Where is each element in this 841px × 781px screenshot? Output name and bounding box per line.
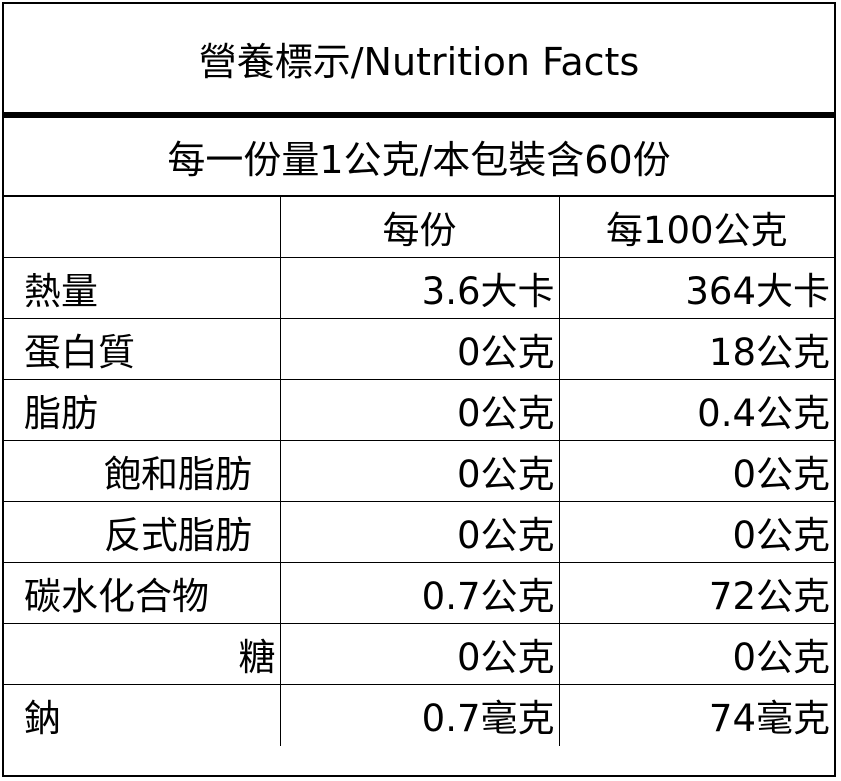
nutrient-name: 飽和脂肪 (4, 440, 281, 502)
value-per-100g: 74毫克 (558, 684, 834, 746)
table-row: 蛋白質 0公克 18公克 (4, 318, 834, 380)
table-row: 糖 0公克 0公克 (4, 623, 834, 685)
nutrient-name: 反式脂肪 (4, 501, 281, 563)
table-row: 脂肪 0公克 0.4公克 (4, 379, 834, 441)
nutrient-name: 熱量 (4, 257, 281, 319)
value-per-serving: 0公克 (279, 623, 560, 685)
nutrient-name: 碳水化合物 (4, 562, 281, 624)
header-per-serving: 每份 (279, 196, 560, 258)
table-row: 反式脂肪 0公克 0公克 (4, 501, 834, 563)
value-per-serving: 0.7公克 (279, 562, 560, 624)
table-row: 熱量 3.6大卡 364大卡 (4, 257, 834, 319)
value-per-100g: 364大卡 (558, 257, 834, 319)
value-per-serving: 0公克 (279, 379, 560, 441)
value-per-100g: 0公克 (558, 623, 834, 685)
label-title: 營養標示/Nutrition Facts (198, 39, 640, 84)
value-per-100g: 0.4公克 (558, 379, 834, 441)
nutrient-name: 鈉 (4, 684, 281, 746)
value-per-serving: 0公克 (279, 440, 560, 502)
value-per-100g: 18公克 (558, 318, 834, 380)
nutrition-table: 每份 每100公克 熱量 3.6大卡 364大卡 蛋白質 0公克 18公克 脂肪… (4, 196, 834, 746)
value-per-serving: 0公克 (279, 501, 560, 563)
nutrient-name: 糖 (4, 623, 281, 685)
table-row: 鈉 0.7毫克 74毫克 (4, 684, 834, 746)
table-row: 碳水化合物 0.7公克 72公克 (4, 562, 834, 624)
nutrient-name: 脂肪 (4, 379, 281, 441)
serving-info: 每一份量1公克/本包裝含60份 (4, 118, 834, 196)
nutrient-name: 蛋白質 (4, 318, 281, 380)
header-blank-cell (4, 196, 281, 258)
value-per-100g: 72公克 (558, 562, 834, 624)
value-per-100g: 0公克 (558, 440, 834, 502)
title-divider (4, 112, 834, 118)
value-per-serving: 0公克 (279, 318, 560, 380)
table-header-row: 每份 每100公克 (4, 196, 834, 258)
value-per-serving: 0.7毫克 (279, 684, 560, 746)
table-row: 飽和脂肪 0公克 0公克 (4, 440, 834, 502)
value-per-100g: 0公克 (558, 501, 834, 563)
value-per-serving: 3.6大卡 (279, 257, 560, 319)
header-per-100g: 每100公克 (558, 196, 834, 258)
